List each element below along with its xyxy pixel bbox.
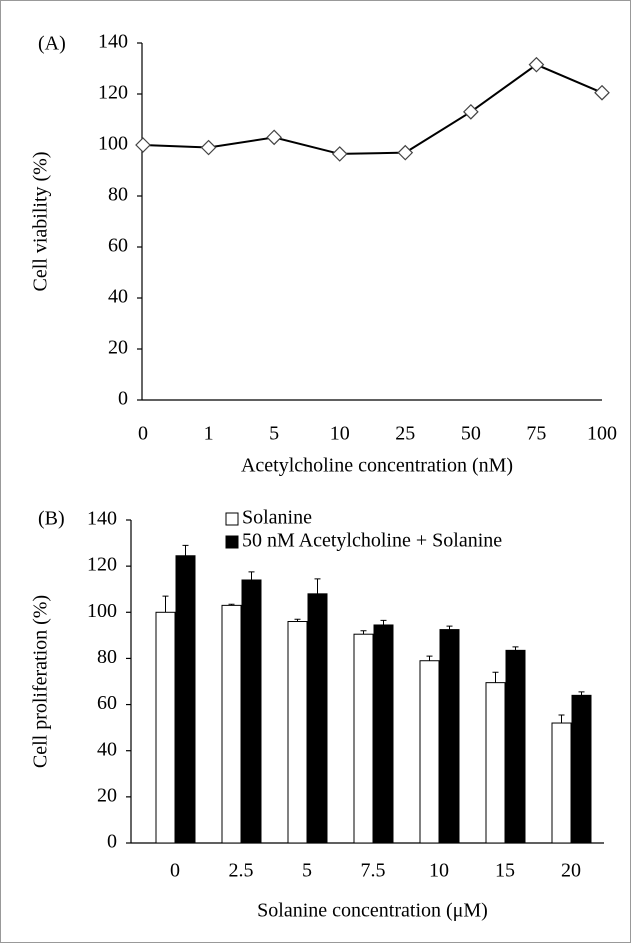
bar: [221, 604, 242, 844]
error-bar: [360, 630, 367, 635]
y-tick-label: 60: [108, 235, 128, 257]
y-tick-label: 120: [87, 554, 117, 576]
y-tick-label: 40: [97, 738, 117, 760]
x-tick-label: 1: [204, 423, 214, 445]
error-bar: [426, 655, 433, 661]
marker: [397, 144, 414, 161]
x-tick-label: 50: [461, 423, 481, 445]
bar: [505, 649, 526, 844]
y-tick-label: 20: [108, 337, 128, 359]
y-tick-label: 80: [108, 184, 128, 206]
y-tick-label: 100: [87, 600, 117, 622]
bar: [439, 629, 460, 844]
bar: [155, 611, 176, 844]
y-tick-label: 120: [98, 82, 128, 104]
x-tick-label: 2.5: [229, 860, 254, 882]
marker: [594, 84, 610, 101]
x-tick-label: 75: [526, 423, 546, 445]
marker: [135, 137, 151, 153]
line: [142, 63, 603, 155]
x-tick-label: 10: [429, 860, 449, 882]
x-tick-label: 0: [170, 860, 180, 882]
y-tick-label: 0: [107, 831, 117, 853]
y-axis-label: Cell proliferation (%): [30, 595, 52, 768]
legend-swatch: [225, 512, 239, 526]
marker: [528, 56, 545, 73]
bar: [175, 555, 196, 844]
y-tick-label: 100: [98, 133, 128, 155]
legend-swatch: [225, 535, 239, 549]
y-axis-label: Cell viability (%): [30, 152, 52, 292]
x-tick-label: 100: [587, 423, 617, 445]
y-tick-label: 40: [108, 286, 128, 308]
error-bar: [228, 603, 235, 606]
error-bar: [380, 619, 387, 625]
x-tick-label: 5: [302, 860, 312, 882]
bar: [571, 694, 592, 844]
error-bar: [512, 646, 519, 651]
panel-label: (B): [38, 508, 65, 530]
error-bar: [314, 578, 321, 594]
y-tick-label: 20: [97, 784, 117, 806]
error-bar: [182, 544, 189, 556]
x-tick-label: 7.5: [361, 860, 386, 882]
marker: [200, 139, 217, 156]
panel-label: (A): [38, 33, 66, 55]
marker: [463, 104, 479, 120]
error-bar: [558, 714, 565, 724]
y-tick-label: 140: [98, 31, 128, 53]
bar: [287, 621, 308, 844]
y-tick-label: 60: [97, 692, 117, 714]
bar: [241, 579, 262, 844]
marker: [331, 146, 348, 162]
x-tick-label: 20: [561, 860, 581, 882]
x-axis-label: Acetylcholine concentration (nM): [241, 455, 513, 477]
error-bar: [294, 618, 301, 622]
x-tick-label: 15: [495, 860, 515, 882]
y-tick-label: 80: [97, 646, 117, 668]
x-tick-label: 5: [269, 423, 279, 445]
error-bar: [248, 571, 255, 580]
legend-label: 50 nM Acetylcholine + Solanine: [242, 530, 502, 552]
error-bar: [578, 691, 585, 696]
x-tick-label: 25: [395, 423, 415, 445]
error-bar: [446, 625, 453, 630]
x-tick-label: 10: [330, 423, 350, 445]
bar: [373, 624, 394, 844]
y-tick-label: 140: [87, 508, 117, 530]
bar: [353, 633, 374, 844]
x-axis-label: Solanine concentration (μM): [257, 900, 488, 922]
marker: [266, 129, 282, 146]
bar: [485, 682, 506, 844]
bar: [551, 722, 572, 844]
bar: [419, 660, 440, 844]
y-tick-label: 0: [118, 388, 128, 410]
legend-label: Solanine: [242, 507, 312, 529]
bar: [307, 593, 328, 844]
x-tick-label: 0: [138, 423, 148, 445]
error-bar: [162, 595, 169, 613]
error-bar: [492, 671, 499, 683]
